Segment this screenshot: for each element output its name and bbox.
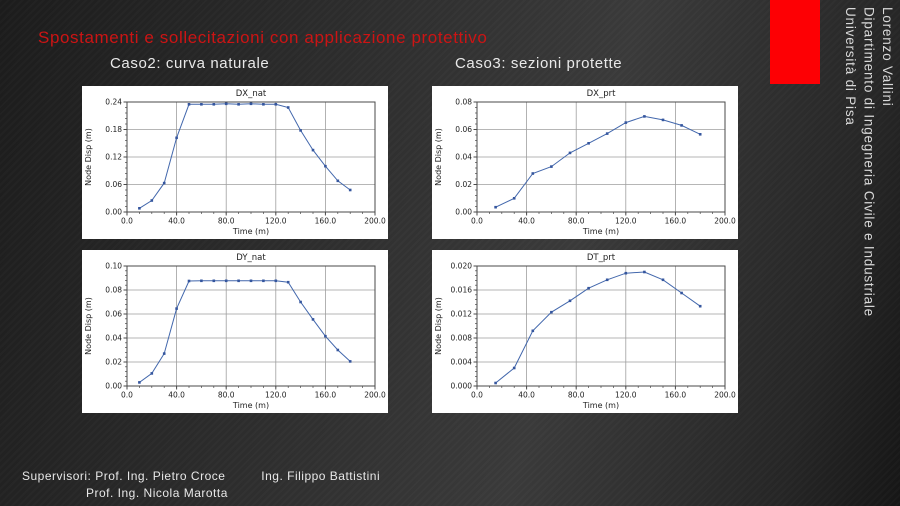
- svg-text:120.0: 120.0: [265, 391, 287, 400]
- supervisor-battistini: Ing. Filippo Battistini: [261, 469, 381, 483]
- svg-text:Node Disp (m): Node Disp (m): [434, 128, 443, 186]
- svg-text:DT_prt: DT_prt: [587, 253, 616, 263]
- svg-text:0.12: 0.12: [105, 153, 122, 162]
- supervisor-marotta: Prof. Ing. Nicola Marotta: [86, 486, 228, 500]
- svg-text:120.0: 120.0: [615, 391, 637, 400]
- svg-text:200.0: 200.0: [364, 217, 386, 226]
- author-name: Lorenzo Vallini: [880, 7, 895, 107]
- svg-text:0.06: 0.06: [105, 180, 122, 189]
- accent-rectangle: [770, 0, 820, 84]
- svg-text:0.00: 0.00: [105, 382, 122, 391]
- chart-svg: 0.0 40.0 80.0 120.0 160.0 200.0 0.00 0.02 0.04 0.…: [434, 89, 736, 236]
- svg-text:160.0: 160.0: [315, 391, 337, 400]
- svg-text:0.18: 0.18: [105, 125, 122, 134]
- supervisor-croce: Prof. Ing. Pietro Croce: [95, 469, 226, 483]
- svg-text:0.06: 0.06: [105, 310, 122, 319]
- svg-text:0.00: 0.00: [455, 208, 472, 217]
- page-title: Spostamenti e sollecitazioni con applica…: [38, 28, 488, 47]
- svg-text:0.02: 0.02: [105, 358, 122, 367]
- supervisors-block: Supervisori: Prof. Ing. Pietro Croce Ing…: [22, 468, 380, 502]
- svg-text:DY_nat: DY_nat: [236, 253, 266, 263]
- svg-text:80.0: 80.0: [218, 217, 235, 226]
- svg-text:0.0: 0.0: [121, 391, 133, 400]
- chart-dy-nat: 0.0 40.0 80.0 120.0 160.0 200.0 0.00 0.02 0.04 0.…: [82, 250, 388, 413]
- supervisors-label: Supervisori:: [22, 469, 92, 483]
- svg-text:Time (m): Time (m): [582, 227, 619, 236]
- svg-text:0.24: 0.24: [105, 98, 122, 107]
- chart-svg: 0.0 40.0 80.0 120.0 160.0 200.0 0.00 0.06 0.12 0.…: [84, 89, 386, 236]
- svg-text:200.0: 200.0: [714, 217, 736, 226]
- svg-text:40.0: 40.0: [168, 391, 185, 400]
- svg-text:0.0: 0.0: [121, 217, 133, 226]
- svg-text:40.0: 40.0: [518, 217, 535, 226]
- svg-text:0.06: 0.06: [455, 125, 472, 134]
- svg-text:200.0: 200.0: [714, 391, 736, 400]
- author-university: Università di Pisa: [842, 7, 858, 126]
- svg-text:0.0: 0.0: [471, 217, 483, 226]
- svg-text:80.0: 80.0: [218, 391, 235, 400]
- svg-text:0.10: 0.10: [105, 262, 122, 271]
- column-header-caso3: Caso3: sezioni protette: [455, 55, 623, 72]
- svg-text:0.008: 0.008: [451, 334, 473, 343]
- svg-text:0.04: 0.04: [455, 153, 472, 162]
- svg-text:120.0: 120.0: [615, 217, 637, 226]
- svg-text:0.020: 0.020: [451, 262, 473, 271]
- supervisors-line1: Supervisori: Prof. Ing. Pietro Croce Ing…: [22, 468, 380, 485]
- chart-dx-nat: 0.0 40.0 80.0 120.0 160.0 200.0 0.00 0.06 0.12 0.…: [82, 86, 388, 239]
- svg-text:40.0: 40.0: [168, 217, 185, 226]
- supervisors-line2: Prof. Ing. Nicola Marotta: [22, 485, 380, 502]
- svg-text:160.0: 160.0: [665, 391, 687, 400]
- svg-text:Node Disp (m): Node Disp (m): [434, 297, 443, 355]
- svg-text:0.012: 0.012: [451, 310, 473, 319]
- svg-text:0.016: 0.016: [451, 286, 473, 295]
- svg-text:Node Disp (m): Node Disp (m): [84, 128, 93, 186]
- svg-text:Time (m): Time (m): [582, 401, 619, 410]
- svg-text:0.04: 0.04: [105, 334, 122, 343]
- chart-dx-prt: 0.0 40.0 80.0 120.0 160.0 200.0 0.00 0.02 0.04 0.…: [432, 86, 738, 239]
- svg-text:40.0: 40.0: [518, 391, 535, 400]
- svg-text:80.0: 80.0: [568, 217, 585, 226]
- svg-text:0.00: 0.00: [105, 208, 122, 217]
- svg-text:0.02: 0.02: [455, 180, 472, 189]
- svg-text:160.0: 160.0: [665, 217, 687, 226]
- svg-text:80.0: 80.0: [568, 391, 585, 400]
- svg-text:0.004: 0.004: [451, 358, 473, 367]
- svg-text:Node Disp (m): Node Disp (m): [84, 297, 93, 355]
- svg-text:DX_nat: DX_nat: [236, 89, 267, 99]
- svg-text:0.08: 0.08: [455, 98, 472, 107]
- svg-text:Time (m): Time (m): [232, 401, 269, 410]
- column-header-caso2: Caso2: curva naturale: [110, 55, 270, 72]
- svg-text:0.000: 0.000: [451, 382, 473, 391]
- author-department: Dipartimento di Ingegneria Civile e Indu…: [861, 7, 877, 317]
- chart-dt-prt: 0.0 40.0 80.0 120.0 160.0 200.0 0.000 0.004 0.00…: [432, 250, 738, 413]
- svg-text:DX_prt: DX_prt: [587, 89, 617, 99]
- chart-svg: 0.0 40.0 80.0 120.0 160.0 200.0 0.00 0.02 0.04 0.…: [84, 253, 386, 410]
- svg-text:160.0: 160.0: [315, 217, 337, 226]
- svg-text:0.0: 0.0: [471, 391, 483, 400]
- chart-svg: 0.0 40.0 80.0 120.0 160.0 200.0 0.000 0.004 0.00…: [434, 253, 736, 410]
- svg-text:200.0: 200.0: [364, 391, 386, 400]
- author-credits: Lorenzo Vallini Dipartimento di Ingegner…: [840, 7, 896, 447]
- svg-text:Time (m): Time (m): [232, 227, 269, 236]
- svg-text:120.0: 120.0: [265, 217, 287, 226]
- svg-text:0.08: 0.08: [105, 286, 122, 295]
